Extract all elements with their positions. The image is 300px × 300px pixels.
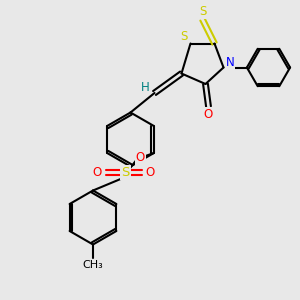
Text: H: H [140, 81, 149, 94]
Text: S: S [121, 166, 130, 179]
Text: O: O [146, 166, 155, 179]
Text: S: S [199, 5, 206, 18]
Text: O: O [136, 151, 145, 164]
Text: CH₃: CH₃ [82, 260, 103, 271]
Text: S: S [180, 30, 188, 44]
Text: N: N [226, 56, 235, 70]
Text: O: O [204, 107, 213, 121]
Text: O: O [93, 166, 102, 179]
